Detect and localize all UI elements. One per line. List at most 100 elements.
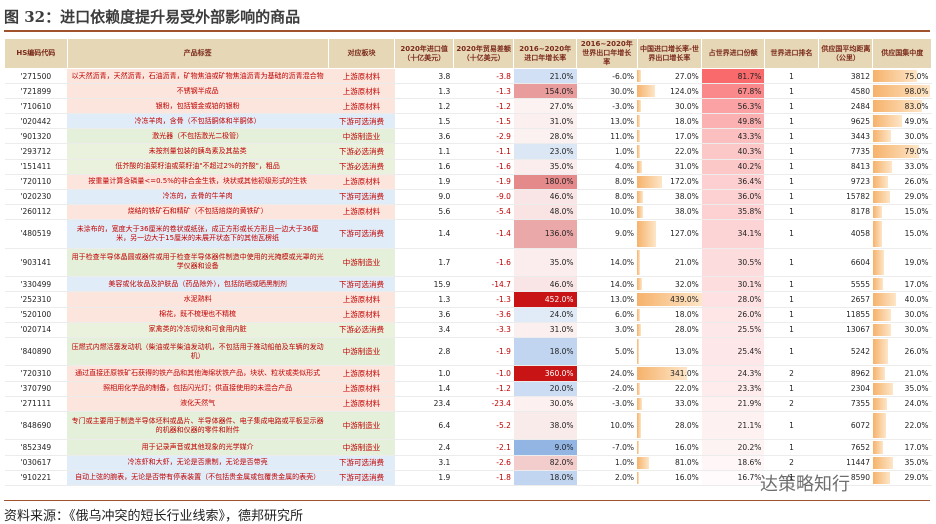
table-cell: 14.0% [576, 248, 638, 278]
table-cell: 26.0% [872, 337, 932, 367]
table-cell: 180.0% [513, 174, 577, 190]
cell-text: 上游原材料 [342, 384, 381, 394]
cell-text: -1.8 [496, 473, 511, 483]
table-cell: 13067 [818, 322, 873, 338]
table-cell: 18.6% [701, 455, 765, 471]
table-cell: 中游制造业 [328, 128, 395, 145]
table-row: '720310 通过直接还原铁矿石获得的铁产品和其他海绵状铁产品，块状、粒状或类似… [4, 365, 932, 382]
table-row: '848690 专门或主要用于制造半导体坯料或晶片、半导体器件、电子集成电路或平板… [4, 411, 932, 441]
table-cell: 18.0% [513, 470, 577, 487]
table-cell: 21.0% [637, 248, 702, 278]
table-cell: 专门或主要用于制造半导体坯料或晶片、半导体器件、电子集成电路或平板显示器的机器和… [67, 411, 329, 441]
cell-text: 83.0% [904, 101, 929, 111]
table-cell: 上游原材料 [328, 381, 395, 397]
cell-text: 46.0% [549, 192, 574, 202]
table-cell: 16.0% [637, 439, 702, 456]
cell-text: -3.0% [612, 399, 635, 409]
table-cell: -6.0% [576, 68, 638, 85]
table-row: '151411 低芥酸的油菜籽油或菜籽油"不超过2%的芥酸"，粗品 下游必选消费 1.… [4, 159, 932, 175]
cell-text: '271500 [20, 71, 52, 81]
cell-text: 上游原材料 [342, 294, 381, 304]
cell-text: 中游制造业 [342, 421, 381, 431]
cell-text: 1 [789, 101, 794, 111]
cell-text: 2 [789, 458, 794, 468]
data-bar [637, 175, 663, 188]
cell-text: 中游制造业 [342, 442, 381, 452]
cell-text: 用于记录声音或其他现象的光学媒介 [141, 442, 254, 451]
table-cell: 2 [764, 365, 819, 382]
cell-text: -1.9 [496, 177, 511, 187]
table-cell: -14.7 [453, 276, 514, 293]
cell-text: 1 [789, 421, 794, 431]
table-cell: '020442 [4, 113, 68, 130]
cell-text: 1 [789, 131, 794, 141]
table-cell: 30.0% [872, 322, 932, 338]
data-bar [637, 115, 640, 128]
cell-text: 1.9 [438, 177, 451, 187]
cell-text: '030617 [20, 458, 52, 468]
cell-text: 21.0% [549, 71, 574, 81]
cell-text: 29.0% [904, 192, 929, 202]
cell-text: 15782 [846, 192, 870, 202]
cell-text: '480519 [20, 229, 52, 239]
cell-text: 30.5% [737, 257, 762, 267]
table-cell: 34.1% [701, 219, 765, 249]
data-bar [637, 70, 642, 83]
cell-text: 25.4% [737, 347, 762, 357]
table-cell: 1.6 [394, 159, 454, 175]
table-cell: 不锈钢半成品 [67, 83, 329, 100]
cell-text: 10.0% [610, 421, 635, 431]
cell-text: 9.0 [438, 192, 451, 202]
table-cell: 23.0% [513, 143, 577, 160]
cell-text: 3.6 [438, 131, 451, 141]
cell-text: 2.0% [615, 473, 635, 483]
table-cell: 82.0% [513, 455, 577, 471]
cell-text: 烧结的铁矿石和精矿（不包括焙烧的黄铁矿） [127, 207, 268, 216]
table-cell: 22.0% [872, 411, 932, 441]
cell-text: 43.3% [737, 131, 762, 141]
cell-text: 9.0% [615, 229, 635, 239]
cell-text: '901320 [20, 131, 52, 141]
table-cell: 压燃式内燃活塞发动机（柴油或半柴油发动机，不包括用于推动船舶及车辆的发动机） [67, 337, 329, 367]
cell-text: -1.2 [496, 384, 511, 394]
cell-text: 124.0% [670, 86, 699, 96]
table-cell: '252310 [4, 291, 68, 308]
table-row: '271500 以天然沥青，天然沥青，石油沥青，矿物焦油或矿物焦油沥青为基础的沥青… [4, 68, 932, 85]
cell-text: 38.0% [674, 207, 699, 217]
table-cell: 79.0% [872, 143, 932, 160]
table-cell: 83.0% [872, 98, 932, 115]
table-cell: 9.0% [513, 439, 577, 456]
table-cell: 自动上弦的腕表，无论是否带有停表装置（不包括贵金属或包覆贵金属的表壳） [67, 470, 329, 487]
cell-text: 水泥熟料 [183, 294, 212, 303]
cell-text: 33.0% [674, 399, 699, 409]
table-cell: 1 [764, 470, 819, 487]
cell-text: 30.1% [737, 279, 762, 289]
table-cell: 33.0% [872, 159, 932, 175]
table-cell: 下游可选消费 [328, 470, 395, 487]
cell-text: 3443 [850, 131, 870, 141]
cell-text: 22.0% [904, 421, 929, 431]
cell-text: '330499 [20, 279, 52, 289]
cell-text: 28.0% [737, 294, 762, 304]
table-cell: 21.0% [872, 365, 932, 382]
table-cell: 中游制造业 [328, 248, 395, 278]
cell-text: 6.0% [615, 310, 635, 320]
table-cell: 1 [764, 322, 819, 338]
cell-text: 银粉，包括镀金或铂的银粉 [155, 101, 240, 110]
cell-text: 下游必选消费 [338, 162, 384, 172]
cell-text: -3.3 [496, 325, 511, 335]
cell-text: 下游必选消费 [338, 147, 384, 157]
table-cell: -1.0 [453, 365, 514, 382]
table-cell: 25.5% [701, 322, 765, 338]
table-cell: 35.0% [513, 159, 577, 175]
data-bar [872, 190, 890, 203]
table-cell: -1.4 [453, 219, 514, 249]
table-cell: 6.4 [394, 411, 454, 441]
data-bar [637, 308, 640, 321]
table-cell: 水泥熟料 [67, 291, 329, 308]
table-cell: 上游原材料 [328, 291, 395, 308]
table-cell: 17.0% [872, 276, 932, 293]
table-cell: 1 [764, 98, 819, 115]
table-cell: 1 [764, 307, 819, 323]
cell-text: 14.0% [610, 257, 635, 267]
